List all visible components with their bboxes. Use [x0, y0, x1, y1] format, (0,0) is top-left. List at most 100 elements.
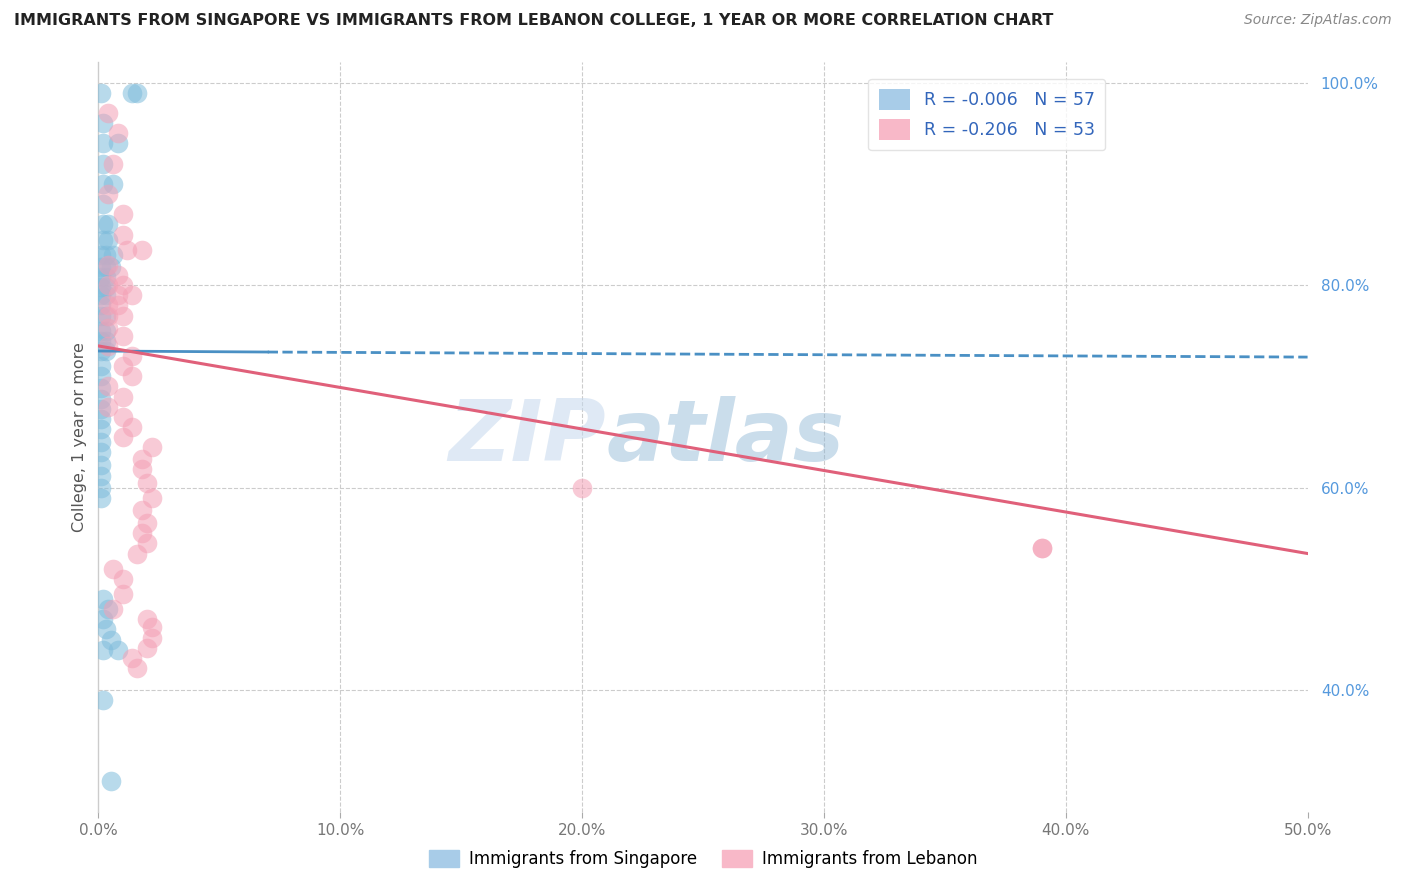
Point — [90, 298, 112, 312]
Point — [94, 344, 117, 359]
Point — [94, 334, 117, 348]
Point — [90, 468, 112, 483]
Point — [121, 349, 143, 363]
Point — [100, 774, 122, 789]
Point — [101, 157, 124, 171]
Point — [121, 369, 143, 384]
Point — [121, 650, 143, 665]
Point — [97, 278, 120, 293]
Point — [90, 260, 112, 274]
Point — [100, 260, 122, 274]
Point — [91, 218, 114, 232]
Point — [90, 458, 112, 473]
Point — [90, 359, 112, 374]
Point — [111, 227, 134, 242]
Point — [94, 248, 117, 262]
Point — [90, 392, 112, 406]
Point — [135, 612, 157, 626]
Point — [111, 587, 134, 601]
Point — [90, 382, 112, 396]
Point — [91, 157, 114, 171]
Point — [107, 642, 129, 657]
Point — [94, 623, 117, 637]
Point — [100, 632, 122, 647]
Point — [90, 422, 112, 436]
Point — [97, 298, 120, 312]
Legend: R = -0.006   N = 57, R = -0.206   N = 53: R = -0.006 N = 57, R = -0.206 N = 53 — [869, 78, 1105, 151]
Point — [97, 106, 120, 120]
Point — [97, 218, 120, 232]
Point — [94, 309, 117, 323]
Text: atlas: atlas — [606, 395, 845, 479]
Point — [90, 401, 112, 416]
Point — [135, 516, 157, 530]
Point — [107, 288, 129, 302]
Point — [111, 359, 134, 374]
Point — [1031, 541, 1053, 556]
Point — [94, 280, 117, 294]
Point — [94, 270, 117, 285]
Point — [121, 420, 143, 434]
Point — [135, 640, 157, 655]
Point — [91, 693, 114, 707]
Point — [94, 260, 117, 274]
Point — [131, 243, 153, 257]
Point — [131, 526, 153, 541]
Point — [131, 462, 153, 476]
Point — [90, 270, 112, 285]
Point — [111, 572, 134, 586]
Point — [90, 86, 112, 100]
Point — [91, 197, 114, 211]
Point — [91, 642, 114, 657]
Point — [97, 187, 120, 202]
Text: ZIP: ZIP — [449, 395, 606, 479]
Point — [101, 177, 124, 191]
Point — [91, 136, 114, 151]
Point — [90, 309, 112, 323]
Point — [94, 288, 117, 302]
Point — [135, 475, 157, 490]
Point — [111, 309, 134, 323]
Point — [101, 248, 124, 262]
Point — [141, 491, 163, 505]
Point — [111, 409, 134, 424]
Point — [121, 86, 143, 100]
Point — [127, 86, 149, 100]
Point — [90, 324, 112, 338]
Point — [90, 491, 112, 505]
Point — [107, 298, 129, 312]
Text: IMMIGRANTS FROM SINGAPORE VS IMMIGRANTS FROM LEBANON COLLEGE, 1 YEAR OR MORE COR: IMMIGRANTS FROM SINGAPORE VS IMMIGRANTS … — [14, 13, 1053, 29]
Point — [111, 278, 134, 293]
Point — [1031, 541, 1053, 556]
Point — [131, 503, 153, 517]
Point — [571, 481, 593, 495]
Point — [90, 334, 112, 348]
Point — [97, 258, 120, 272]
Point — [117, 243, 139, 257]
Text: Source: ZipAtlas.com: Source: ZipAtlas.com — [1244, 13, 1392, 28]
Point — [91, 612, 114, 626]
Point — [101, 602, 124, 616]
Point — [97, 309, 120, 323]
Point — [111, 430, 134, 444]
Point — [111, 207, 134, 221]
Legend: Immigrants from Singapore, Immigrants from Lebanon: Immigrants from Singapore, Immigrants fr… — [422, 843, 984, 875]
Point — [97, 233, 120, 247]
Point — [131, 452, 153, 467]
Point — [141, 631, 163, 645]
Point — [127, 547, 149, 561]
Point — [107, 268, 129, 282]
Point — [107, 126, 129, 140]
Point — [97, 379, 120, 393]
Point — [107, 136, 129, 151]
Point — [121, 288, 143, 302]
Point — [97, 339, 120, 353]
Point — [90, 412, 112, 426]
Point — [127, 661, 149, 675]
Point — [111, 390, 134, 404]
Point — [94, 324, 117, 338]
Point — [90, 288, 112, 302]
Y-axis label: College, 1 year or more: College, 1 year or more — [72, 343, 87, 532]
Point — [97, 400, 120, 414]
Point — [141, 620, 163, 634]
